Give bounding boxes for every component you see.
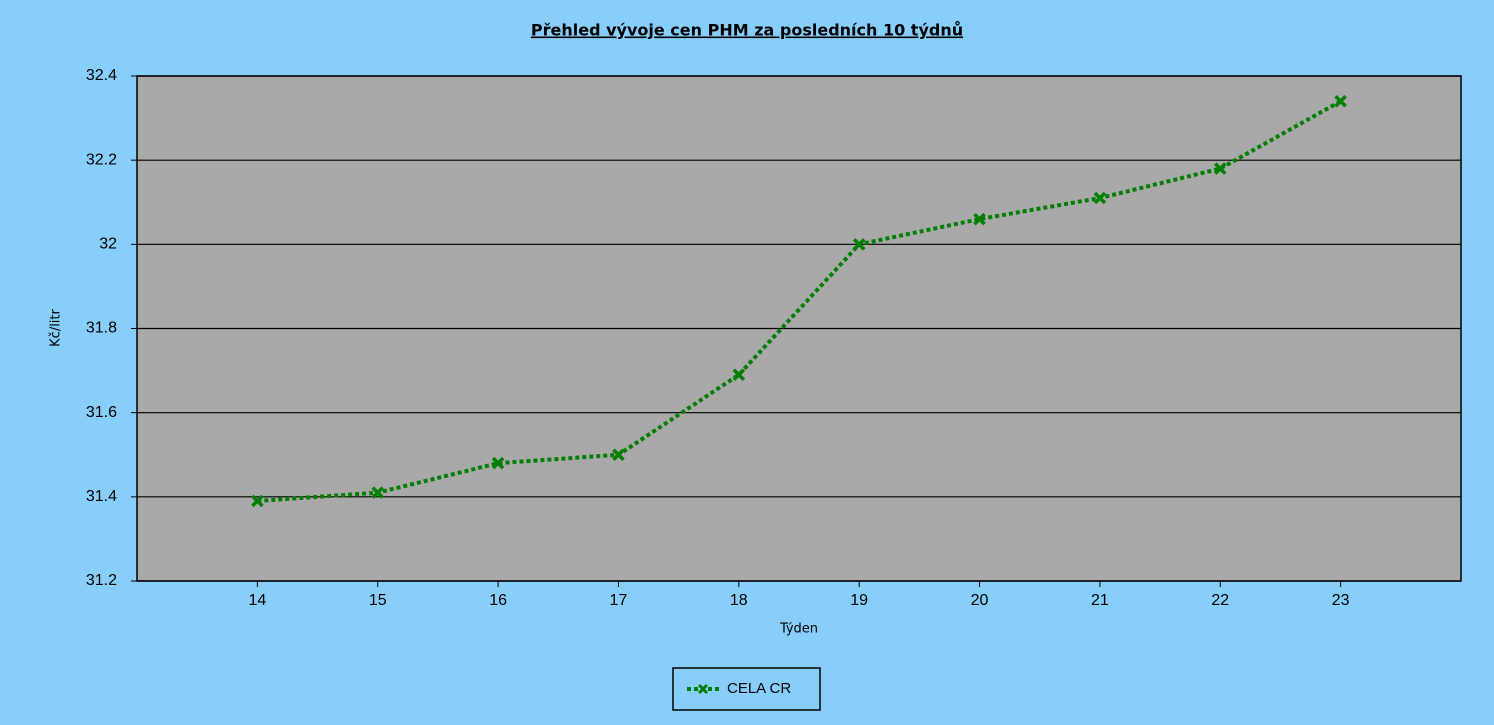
x-tick-label: 18	[730, 592, 748, 609]
marker	[1214, 162, 1227, 175]
x-tick-label: 17	[610, 592, 628, 609]
marker	[251, 494, 264, 508]
x-axis-label: Týden	[779, 622, 818, 637]
marker	[1093, 191, 1107, 205]
legend	[672, 667, 821, 711]
y-tick-label: 31.2	[86, 572, 117, 589]
x-tick-label: 15	[369, 592, 387, 609]
marker	[371, 486, 384, 499]
chart-title: Přehled vývoje cen PHM za posledních 10 …	[531, 21, 963, 40]
legend-label: CELA CR	[727, 680, 791, 697]
y-tick-label: 32.4	[86, 67, 117, 84]
y-axis-label: Kč/litr	[49, 308, 64, 346]
marker	[852, 238, 866, 251]
x-tick-label: 14	[248, 592, 266, 609]
x-tick-label: 21	[1091, 592, 1109, 609]
y-tick-label: 31.8	[86, 320, 117, 337]
y-tick-label: 31.6	[86, 404, 117, 421]
marker	[491, 456, 505, 470]
marker	[732, 368, 746, 382]
y-tick-label: 32	[99, 236, 117, 253]
y-tick-label: 31.4	[86, 488, 117, 505]
x-tick-label: 23	[1332, 592, 1350, 609]
y-tick-label: 32.2	[86, 151, 117, 168]
marker	[612, 448, 625, 461]
x-tick-label: 19	[850, 592, 868, 609]
marker	[1334, 95, 1347, 108]
line	[257, 99, 1342, 504]
x-tick-label: 16	[489, 592, 507, 609]
x-tick-label: 20	[971, 592, 989, 609]
marker	[973, 212, 986, 226]
x-tick-label: 22	[1211, 592, 1229, 609]
legend-marker	[697, 683, 709, 695]
